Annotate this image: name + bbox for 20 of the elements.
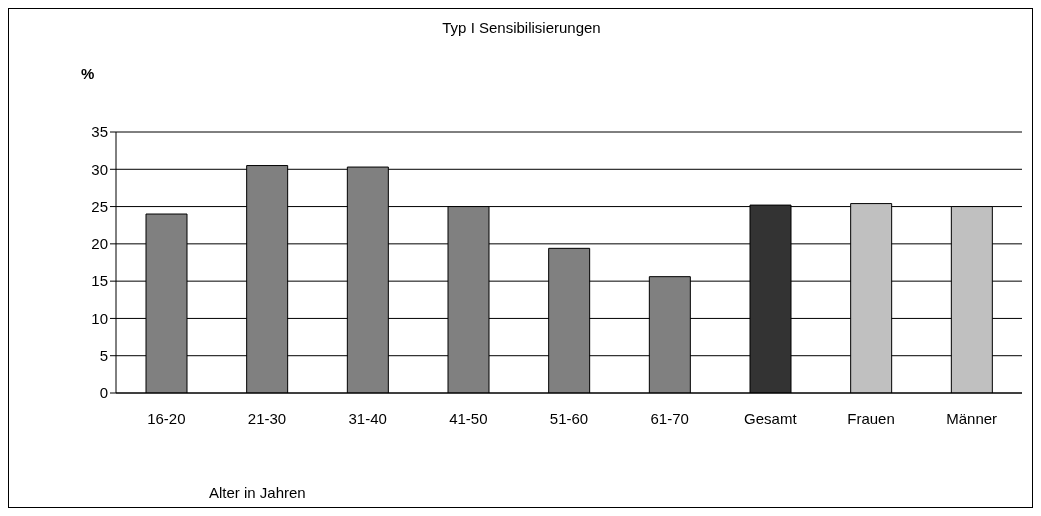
x-tick-label: 16-20 (147, 409, 186, 427)
x-tick-label: Frauen (847, 409, 895, 427)
x-tick-label: 31-40 (348, 409, 387, 427)
x-tick-label: Männer (946, 409, 998, 427)
y-tick-label: 20 (91, 235, 108, 253)
x-axis-title: Alter in Jahren (209, 484, 306, 501)
x-tick-label: 21-30 (247, 409, 287, 427)
y-tick-label: 10 (91, 309, 108, 327)
y-axis-title: % (81, 65, 95, 82)
y-tick-label: 0 (99, 384, 108, 402)
y-tick-label: 35 (91, 123, 108, 141)
y-tick-label: 15 (91, 272, 108, 290)
y-tick-label: 25 (91, 197, 108, 215)
y-tick-label: 30 (91, 160, 108, 178)
x-tick-label: 41-50 (449, 409, 488, 427)
y-tick-label: 5 (99, 347, 108, 365)
x-tick-label: 61-70 (650, 409, 689, 427)
x-tick-label: 51-60 (549, 409, 589, 427)
x-tick-label: Gesamt (744, 409, 798, 427)
chart-title: Typ I Sensibilisierungen (441, 19, 602, 36)
